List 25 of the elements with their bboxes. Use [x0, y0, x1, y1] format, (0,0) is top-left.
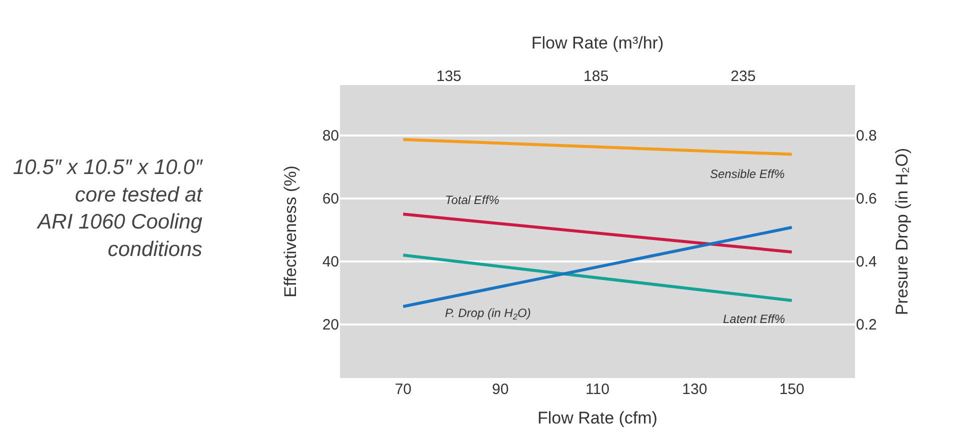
y2-tick-label: 0.8 [856, 128, 877, 145]
x-tick-label: 150 [779, 381, 804, 398]
series-label: Total Eff% [445, 193, 500, 207]
y-tick-label: 40 [322, 254, 339, 271]
x2-tick-label: 185 [584, 68, 609, 85]
y-tick-label: 20 [322, 316, 339, 334]
y2-tick-label: 0.6 [856, 190, 877, 208]
x-tick-label: 70 [394, 381, 412, 398]
x-axis-title: Flow Rate (cfm) [538, 408, 658, 428]
x2-axis-title: Flow Rate (m³/hr) [531, 34, 664, 53]
series-label: Latent Eff% [723, 312, 786, 326]
series-label: Sensible Eff% [710, 167, 786, 181]
y-tick-label: 60 [322, 190, 339, 208]
x2-tick-label: 135 [436, 68, 462, 85]
x-tick-label: 90 [492, 381, 509, 398]
y-tick-label: 80 [322, 128, 339, 145]
y2-tick-label: 0.4 [856, 254, 877, 271]
y-axis-title: Effectiveness (%) [281, 166, 300, 298]
x-tick-label: 130 [682, 381, 708, 398]
text: 10.5″ x 10.5″ x 10.0″ core tested at ARI 1060 Cooling conditions [13, 156, 204, 261]
y2-tick-label: 0.2 [856, 316, 877, 334]
series-label: P. Drop (in H$_{2}$O) [445, 306, 531, 322]
x2-tick-label: 235 [730, 68, 756, 85]
x-tick-label: 110 [586, 381, 610, 398]
y2-axis-title: Presure Drop (in H₂O) [892, 148, 912, 316]
